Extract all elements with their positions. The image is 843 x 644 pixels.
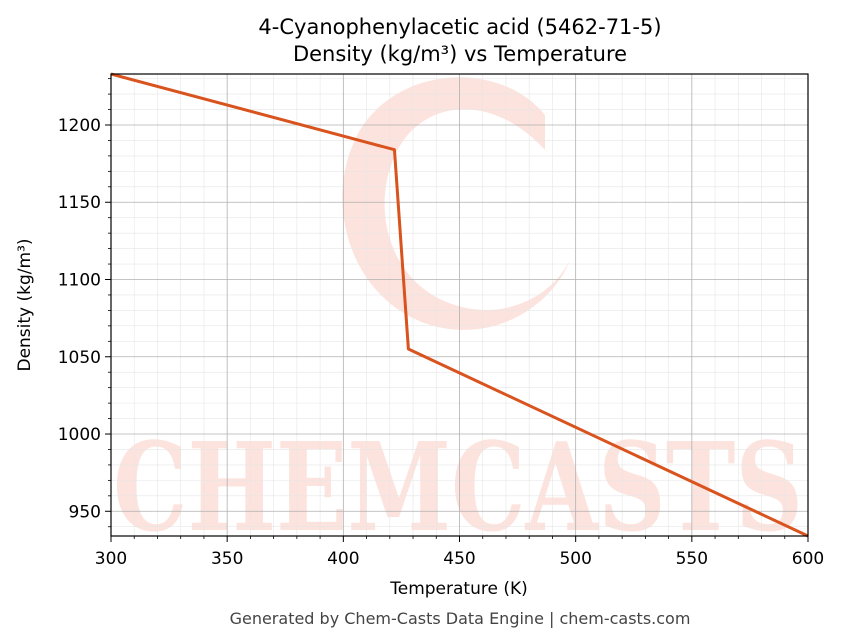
series-layer [110,72,809,538]
y-tick-label: 1000 [58,425,101,445]
x-tick-label: 400 [327,549,359,569]
x-tick-label: 350 [211,549,243,569]
x-tick-label: 600 [792,549,824,569]
x-tick-label: 550 [676,549,708,569]
watermark-text: CHEMCASTS [113,415,803,559]
x-tick-label: 500 [559,549,591,569]
watermark-c-logo [342,77,570,330]
x-tick-label: 450 [443,549,475,569]
major-grid [110,74,809,536]
y-tick-label: 950 [69,502,101,522]
ticks-layer: 300 350 400 450 500 550 600 950 1000 1050 1100 1150… [58,78,824,569]
x-axis-label: Temperature (K) [389,579,528,599]
y-tick-label: 1050 [58,348,101,368]
x-tick-label: 300 [95,549,127,569]
y-axis-label: Density (kg/m³) [15,238,35,371]
chart-title: 4-Cyanophenylacetic acid (5462-71-5) [258,15,661,39]
y-tick-label: 1150 [58,193,101,213]
chart-subtitle: Density (kg/m³) vs Temperature [293,42,627,66]
y-tick-label: 1100 [58,271,101,291]
footer-text: Generated by Chem-Casts Data Engine | ch… [230,609,691,628]
y-tick-label: 1200 [58,116,101,136]
density-series-line [110,72,809,538]
